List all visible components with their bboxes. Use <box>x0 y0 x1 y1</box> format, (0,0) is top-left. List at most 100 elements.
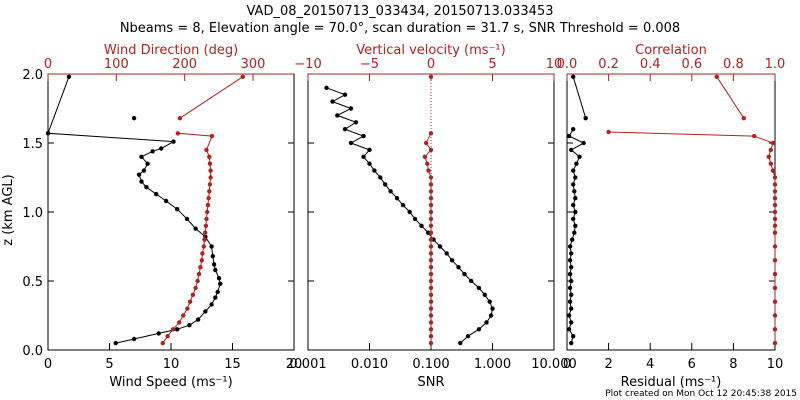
data-point-red <box>203 230 208 235</box>
data-point-red <box>606 129 611 135</box>
data-point-black <box>348 106 354 111</box>
x-top-tick-label: 300 <box>241 57 266 72</box>
data-point-black <box>131 116 137 121</box>
data-point-black <box>394 196 400 201</box>
data-point-black <box>566 133 572 139</box>
x-bottom-tick-label: 6 <box>688 357 696 372</box>
data-point-red <box>772 202 778 208</box>
panel-correlation-bottom-axis-label: Residual (ms⁻¹) <box>621 375 722 390</box>
x-top-tick-label: −10 <box>294 57 321 72</box>
data-point-red <box>428 285 434 291</box>
panel-snr: Vertical velocity (ms⁻¹) SNR 0.001 0.010 0… <box>289 43 576 390</box>
data-point-black <box>367 161 372 166</box>
data-point-red <box>428 299 434 304</box>
data-point-red <box>428 271 434 277</box>
x-bottom-tick-label: 0 <box>44 357 52 372</box>
data-point-black <box>569 251 574 256</box>
data-point-black <box>383 182 388 187</box>
data-point-black <box>490 306 495 311</box>
data-point-red <box>428 131 434 136</box>
data-point-red <box>195 278 200 284</box>
x-bottom-tick-label: 5 <box>105 357 113 372</box>
data-point-black <box>566 313 572 318</box>
data-point-black <box>567 271 573 277</box>
data-point-red <box>175 131 180 136</box>
data-point-red <box>428 327 434 332</box>
data-point-black <box>330 99 335 104</box>
data-point-red <box>426 168 431 173</box>
data-point-red <box>202 237 207 242</box>
data-point-red <box>207 161 213 166</box>
data-point-red <box>428 202 434 208</box>
data-point-black <box>569 292 574 297</box>
data-point-red <box>741 116 746 121</box>
data-point-red <box>181 313 186 318</box>
data-point-black <box>400 202 406 208</box>
data-point-black <box>444 251 449 256</box>
data-point-black <box>476 327 482 332</box>
series-line-red <box>179 76 244 119</box>
panel-correlation: Correlation Residual (ms⁻¹) 0 2 4 6 8 10 0.0 0.… <box>557 43 786 390</box>
x-top-tick-label: 0.0 <box>557 57 578 72</box>
data-point-black <box>378 175 383 180</box>
data-point-black <box>573 209 578 215</box>
y-tick-label: 1.0 <box>22 206 43 221</box>
data-point-black <box>571 168 576 173</box>
data-point-black <box>569 320 574 325</box>
data-point-black <box>218 281 223 286</box>
data-point-black <box>569 278 574 284</box>
data-point-red <box>170 327 176 332</box>
x-top-tick-label: 0.6 <box>681 57 702 72</box>
data-point-red <box>177 116 183 121</box>
data-point-red <box>428 74 434 80</box>
x-top-tick-label: 1.0 <box>765 57 786 72</box>
data-point-black <box>571 202 576 208</box>
panel-correlation-top-axis-label: Correlation <box>635 43 707 58</box>
data-point-black <box>482 292 487 297</box>
panel-wind-ticks: 0.00.51.01.52.00 5 10 15 200 100 200 300 <box>22 57 302 372</box>
data-point-black <box>581 140 586 146</box>
data-point-black <box>45 131 51 136</box>
data-point-red <box>772 189 778 194</box>
x-bottom-tick-label: 0 <box>563 357 571 372</box>
data-point-black <box>335 113 340 118</box>
data-point-red <box>772 271 778 277</box>
panel-snr-ticks: 0.001 0.010 0.100 1.000 10.000 −10 −5 0 5 10 <box>289 57 576 372</box>
data-point-black <box>571 216 576 222</box>
data-point-black <box>145 161 150 166</box>
data-point-red <box>428 265 434 270</box>
data-point-red <box>428 230 434 235</box>
data-point-black <box>567 299 573 304</box>
data-point-red <box>428 278 434 284</box>
data-point-black <box>215 289 220 295</box>
data-point-black <box>437 244 443 249</box>
data-point-black <box>569 306 574 311</box>
data-point-black <box>462 271 467 277</box>
data-point-red <box>204 216 209 222</box>
data-point-red <box>428 189 434 194</box>
data-point-black <box>175 207 180 212</box>
data-point-red <box>772 182 778 187</box>
data-point-red <box>772 196 778 201</box>
data-point-red <box>208 175 213 180</box>
y-tick-label: 2.0 <box>22 68 43 83</box>
data-point-black <box>407 209 412 215</box>
x-top-tick-label: 0.4 <box>640 57 661 72</box>
data-point-red <box>428 175 434 180</box>
data-point-black <box>159 146 164 151</box>
x-bottom-tick-label: 10 <box>767 357 784 372</box>
data-point-red <box>772 230 778 235</box>
data-point-black <box>139 179 144 184</box>
data-point-red <box>772 340 778 346</box>
data-point-black <box>419 223 424 228</box>
data-point-black <box>577 154 582 159</box>
data-point-red <box>752 133 757 139</box>
data-point-red <box>428 216 434 222</box>
data-point-black <box>388 189 393 194</box>
data-point-red <box>772 216 778 222</box>
data-point-black <box>569 340 574 346</box>
data-point-black <box>193 226 198 231</box>
series-line-red <box>716 76 745 119</box>
